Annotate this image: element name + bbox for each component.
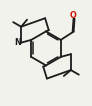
Text: O: O [70, 11, 77, 20]
Text: N: N [14, 38, 21, 47]
